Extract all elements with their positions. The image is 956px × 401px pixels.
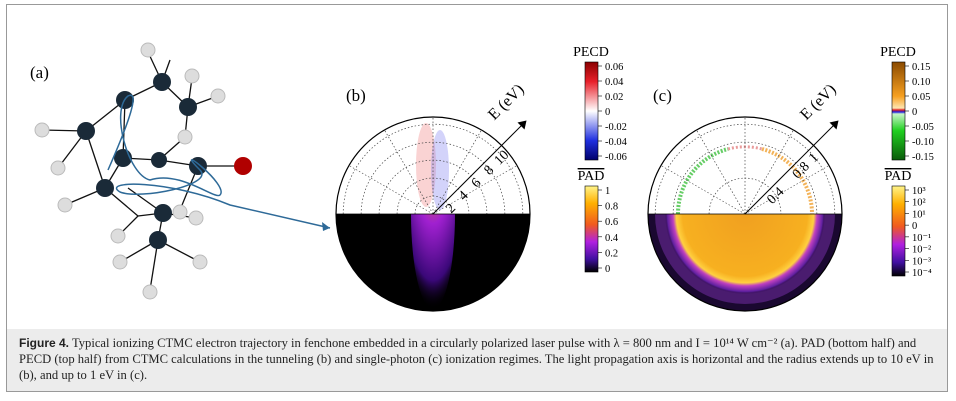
grid-spoke	[744, 129, 794, 215]
grid-spoke	[432, 165, 518, 215]
panel-label: (b)	[346, 86, 366, 105]
carbon-atoms	[77, 73, 207, 249]
colorbar-tick-label: 0.4	[605, 233, 619, 244]
grid-spoke	[384, 129, 434, 215]
energy-axis-arrow	[517, 120, 527, 130]
colorbar-tick-label: 0	[912, 107, 917, 118]
trajectory-arrow	[322, 222, 330, 231]
hydrogen-atoms	[34, 42, 226, 300]
colorbar-tick-label: 10¹	[912, 209, 926, 220]
colorbar-tick-label: 0	[605, 107, 610, 118]
grid-spoke	[696, 129, 746, 215]
colorbar-tick-label: 1	[605, 186, 610, 197]
grid-spoke	[660, 165, 746, 215]
colorbar-title: PAD	[885, 169, 912, 184]
colorbar-tick-label: -0.06	[605, 152, 627, 163]
caption-text: Typical ionizing CTMC electron trajector…	[19, 336, 934, 382]
colorbar-tick-label: 10²	[912, 198, 926, 209]
energy-axis	[744, 123, 836, 215]
energy-axis	[432, 123, 524, 215]
colorbar-tick-label: 0.02	[605, 92, 623, 103]
figure-frame	[6, 4, 948, 392]
colorbar-title: PECD	[573, 45, 609, 60]
colorbar-tick-label: -0.10	[912, 137, 934, 148]
grid-spoke	[744, 165, 830, 215]
colorbar-tick-label: 0.2	[605, 248, 618, 259]
axis-label: E (eV)	[485, 81, 527, 123]
colorbar-tick-label: 0.04	[605, 77, 624, 88]
grid-circle	[342, 123, 524, 215]
colorbar-tick-label: 0.10	[912, 77, 930, 88]
colorbar-title: PECD	[880, 45, 916, 60]
colorbar-tick-label: 10⁻²	[912, 245, 931, 256]
colorbar-tick-label: 0.6	[605, 217, 618, 228]
colorbar-title: PAD	[578, 169, 605, 184]
caption: Figure 4. Typical ionizing CTMC electron…	[7, 329, 947, 391]
colorbar-tick-label: -0.02	[605, 122, 627, 133]
molecule-bonds	[41, 51, 243, 291]
trajectory	[107, 94, 331, 229]
grid-circle	[360, 141, 506, 215]
colorbar-tick-label: 0.15	[912, 62, 930, 73]
colorbar-tick-label: 0.05	[912, 92, 930, 103]
colorbar-tick-label: -0.05	[912, 122, 934, 133]
colorbar-tick-label: 0.06	[605, 62, 623, 73]
panel-label: (a)	[30, 63, 49, 82]
colorbar-tick-label: 0	[605, 264, 610, 275]
panel-label: (c)	[653, 86, 672, 105]
grid-spoke	[432, 129, 482, 215]
axis-label: E (eV)	[797, 81, 839, 123]
colorbar-tick-label: -0.15	[912, 152, 934, 163]
oxygen-atom	[234, 157, 252, 175]
grid-circle	[672, 141, 818, 215]
grid-circle	[654, 123, 836, 215]
colorbar-tick-label: 0.8	[605, 202, 618, 213]
colorbar-tick-label: 10³	[912, 186, 926, 197]
grid-spoke	[348, 165, 434, 215]
colorbar-tick-label: 10⁻⁴	[912, 268, 932, 279]
colorbar-tick-label: -0.04	[605, 137, 628, 148]
caption-label: Figure 4.	[19, 336, 70, 350]
energy-axis-arrow	[829, 120, 839, 130]
colorbar-tick-label: 10⁻¹	[912, 233, 931, 244]
colorbar-tick-label: 0	[912, 221, 917, 232]
colorbar-tick-label: 10⁻³	[912, 256, 931, 267]
